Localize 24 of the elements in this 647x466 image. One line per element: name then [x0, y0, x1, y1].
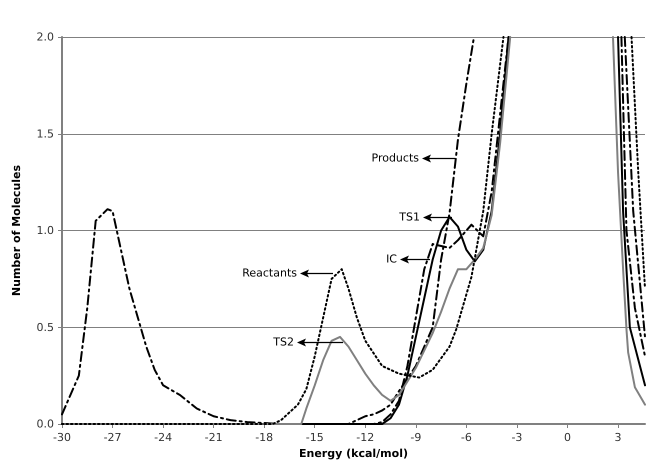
- annotation: TS2: [273, 336, 294, 348]
- x-tick-label: -18: [255, 431, 274, 444]
- x-tick-label: -12: [356, 431, 374, 444]
- x-tick-label: -27: [104, 431, 122, 444]
- x-tick-label: 0: [564, 431, 571, 444]
- y-tick-label: 2.0: [36, 30, 54, 44]
- x-axis-title: Energy (kcal/mol): [299, 447, 408, 460]
- x-tick-label: -30: [53, 431, 71, 444]
- x-tick-label: -21: [204, 431, 223, 444]
- annotation: TS1: [399, 210, 420, 224]
- y-tick-label: 1.5: [36, 127, 54, 140]
- x-tick-label: -9: [410, 431, 422, 444]
- y-tick-label: 0.0: [36, 418, 54, 430]
- x-tick-label: -6: [460, 431, 472, 444]
- annotation: Reactants: [242, 266, 297, 280]
- annotation: Products: [372, 152, 419, 164]
- y-tick-label: 0.5: [36, 320, 54, 334]
- x-tick-label: 3: [614, 431, 622, 444]
- x-tick-label: -3: [511, 431, 522, 444]
- annotation: IC: [386, 252, 397, 266]
- y-axis-title: Number of Molecules: [10, 164, 23, 296]
- y-tick-label: 1.0: [36, 224, 54, 237]
- x-tick-label: -24: [154, 431, 172, 444]
- x-tick-label: -15: [306, 431, 324, 444]
